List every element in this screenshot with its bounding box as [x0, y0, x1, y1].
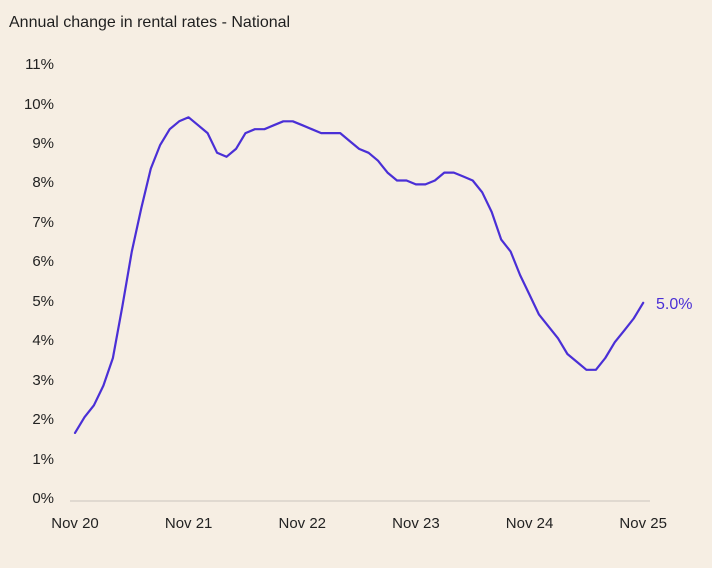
y-tick-label: 1% — [32, 450, 54, 468]
y-tick-label: 3% — [32, 371, 54, 389]
y-tick-label: 6% — [32, 253, 54, 271]
y-tick-label: 2% — [32, 411, 54, 429]
y-tick-label: 11% — [25, 56, 54, 74]
x-tick-label: Nov 21 — [164, 515, 213, 532]
x-tick-label: Nov 22 — [278, 515, 327, 532]
x-tick-label: Nov 23 — [392, 515, 440, 532]
y-tick-label: 0% — [32, 490, 54, 507]
y-tick-label: 10% — [23, 95, 54, 113]
series-line-national — [73, 116, 645, 434]
y-tick-label: 8% — [32, 174, 54, 192]
x-tick-label: Nov 25 — [619, 515, 667, 532]
end-value-label: 5.0% — [656, 296, 693, 313]
y-tick-label: 9% — [32, 134, 54, 152]
chart-title: Annual change in rental rates - National — [9, 14, 291, 31]
y-tick-label: 5% — [32, 292, 54, 310]
x-tick-label: Nov 20 — [51, 515, 99, 532]
y-tick-label: 7% — [32, 213, 54, 231]
y-tick-label: 4% — [32, 332, 54, 350]
x-tick-label: Nov 24 — [505, 515, 554, 532]
